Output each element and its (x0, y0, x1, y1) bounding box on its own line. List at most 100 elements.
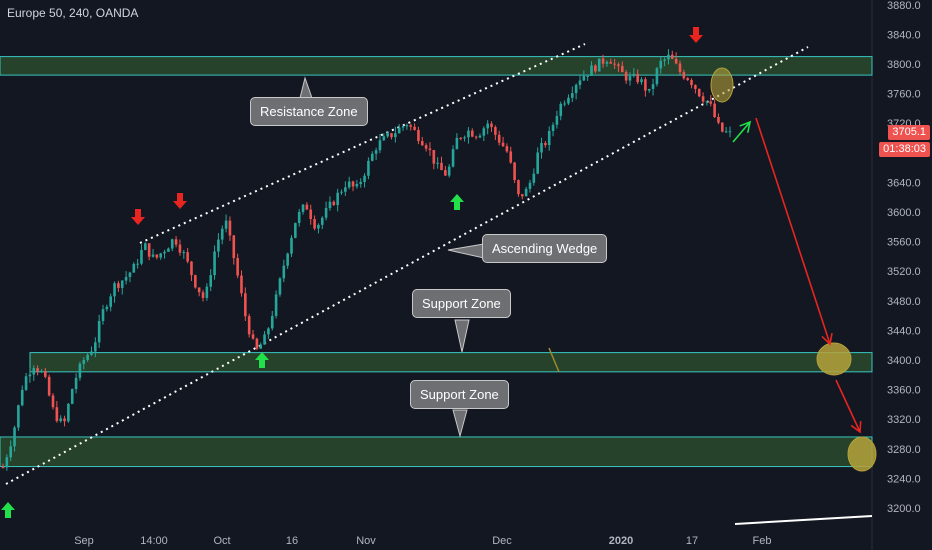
candle-body (344, 187, 347, 192)
candle-body (247, 316, 251, 335)
candle-body (109, 296, 113, 307)
candle-body (78, 363, 82, 378)
x-tick-label: 14:00 (140, 535, 168, 547)
candle-body (47, 376, 51, 396)
candle-body (428, 148, 432, 150)
candle-body (332, 201, 336, 206)
candle-body (86, 354, 89, 361)
candle-body (520, 194, 524, 197)
candle-body (667, 54, 670, 60)
candle-body (317, 224, 320, 229)
candle-body (124, 276, 128, 281)
zone-rect (0, 56, 873, 76)
candle-body (370, 153, 374, 161)
y-tick-label: 3400.0 (887, 355, 921, 367)
candle-body (721, 122, 724, 132)
candle-body (420, 141, 424, 146)
candle-body (701, 96, 705, 102)
candle-body (197, 287, 201, 293)
candle-body (220, 228, 224, 240)
candle-body (367, 160, 370, 176)
candle-body (274, 294, 278, 316)
candle-body (467, 130, 470, 138)
candle-body (463, 137, 466, 139)
candle-body (663, 59, 666, 61)
candle-body (259, 344, 263, 349)
chart-title: Europe 50, 240, OANDA (7, 6, 139, 20)
candle-body (447, 166, 451, 176)
candle-body (647, 88, 651, 91)
candle-body (251, 334, 255, 339)
candle-body (705, 101, 709, 103)
candle-body (51, 395, 55, 408)
sell-signal-icon (689, 27, 703, 43)
candle-body (178, 244, 182, 253)
candle-body (305, 204, 309, 210)
candle-body (24, 376, 28, 390)
y-tick-label: 3240.0 (887, 473, 921, 485)
candle-body (270, 315, 274, 329)
candle-body (224, 220, 228, 229)
candle-body (13, 427, 16, 447)
y-tick-label: 3320.0 (887, 414, 921, 426)
candle-body (528, 182, 532, 189)
candle-body (501, 142, 505, 147)
candle-body (132, 263, 136, 273)
y-tick-label: 3480.0 (887, 296, 921, 308)
candle-body (682, 72, 686, 79)
candle-body (570, 93, 574, 98)
candle-body (313, 219, 316, 229)
candle-body (63, 418, 66, 422)
candle-body (482, 128, 486, 136)
candle-body (613, 63, 616, 65)
candle-body (409, 125, 413, 127)
candle-body (40, 370, 43, 372)
candle-body (355, 183, 359, 187)
candle-body (267, 328, 270, 335)
candle-body (547, 130, 551, 146)
candle-body (105, 306, 109, 310)
candle-body (386, 133, 389, 137)
candle-body (628, 76, 632, 81)
candle-body (144, 243, 147, 250)
candle-body (44, 370, 47, 377)
candle-body (436, 162, 439, 164)
candle-body (555, 116, 559, 125)
candle-body (286, 253, 289, 266)
sell-signal-icon (173, 193, 187, 209)
y-tick-label: 3760.0 (887, 89, 921, 101)
wedge-lower-line (5, 46, 809, 485)
candle-body (182, 252, 186, 254)
zone-rect (29, 352, 873, 373)
candle-body (601, 58, 605, 64)
x-tick-label: 17 (686, 535, 698, 547)
buy-signal-icon (1, 502, 15, 518)
candle-body (524, 188, 528, 197)
trend-line (734, 515, 873, 525)
candle-body (470, 130, 474, 137)
x-tick-label: Oct (213, 535, 230, 547)
projection-arrow-1-head (821, 333, 833, 346)
candle-body (20, 389, 24, 406)
candle-body (597, 58, 601, 72)
candle-body (567, 97, 570, 104)
y-tick-label: 3200.0 (887, 503, 921, 515)
candle-body (90, 351, 93, 355)
candle-body (594, 65, 597, 72)
candle-body (151, 254, 155, 257)
candle-body (590, 65, 593, 76)
candle-body (563, 103, 566, 105)
candle-body (297, 211, 301, 223)
y-tick-label: 3840.0 (887, 29, 921, 41)
y-tick-label: 3800.0 (887, 59, 921, 71)
candle-body (194, 275, 197, 288)
candle-body (140, 249, 143, 264)
candle-body (413, 126, 416, 130)
candle-body (390, 133, 393, 138)
candle-body (294, 222, 297, 238)
candle-body (359, 181, 363, 184)
candle-body (113, 283, 116, 297)
candle-body (678, 63, 682, 73)
candle-body (632, 73, 636, 77)
